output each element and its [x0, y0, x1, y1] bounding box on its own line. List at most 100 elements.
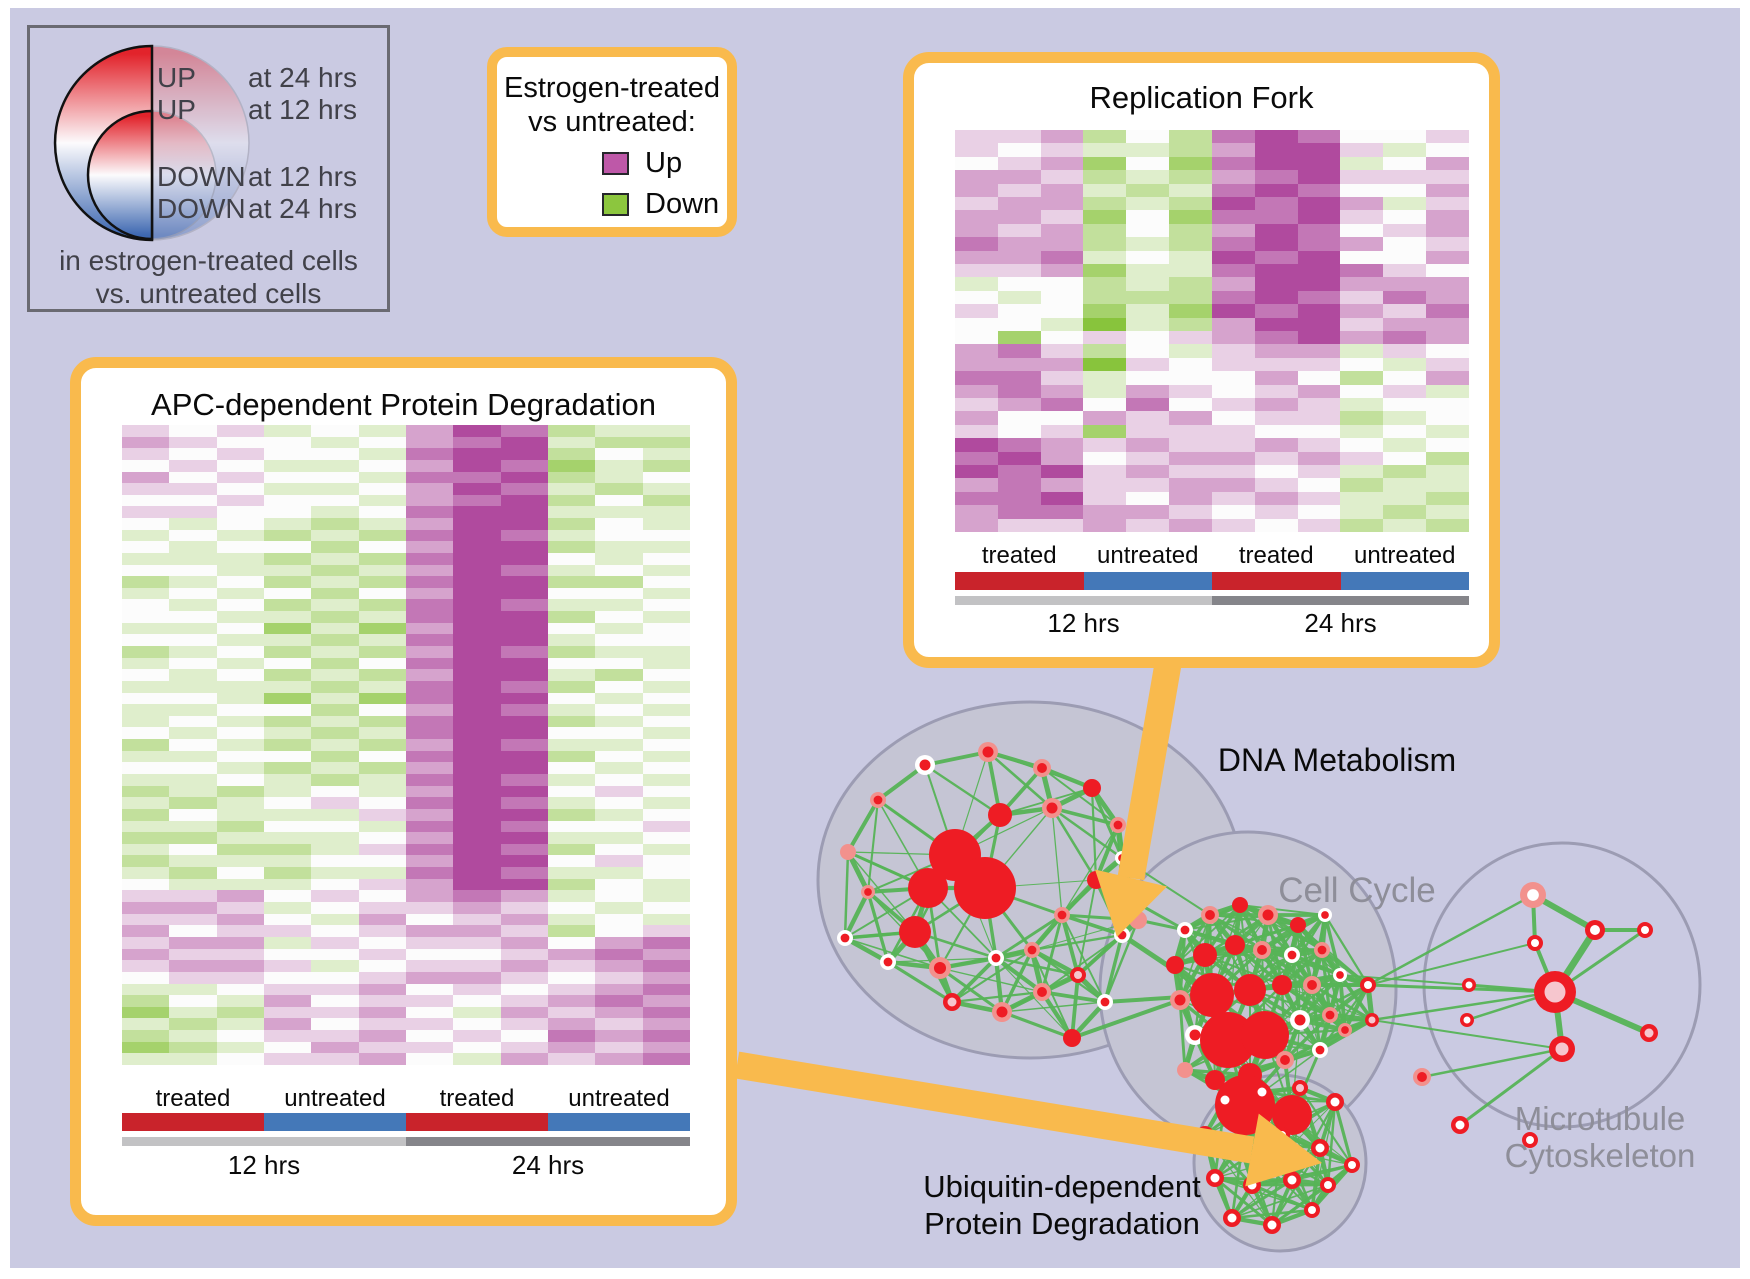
heatmap-cell: [1040, 464, 1084, 479]
heatmap-cell: [500, 820, 548, 833]
heatmap-cell: [358, 820, 406, 833]
heatmap-cell: [642, 762, 690, 774]
heatmap-cell: [405, 518, 454, 530]
heatmap-cell: [122, 576, 170, 588]
heatmap-cell: [500, 785, 548, 798]
heatmap-cell: [169, 1030, 217, 1042]
rf-group-untreated-12: untreated: [1097, 542, 1199, 569]
heatmap-cell: [358, 529, 406, 542]
heatmap-cell: [358, 902, 406, 914]
heatmap-cell: [216, 459, 264, 472]
heatmap-cell: [1340, 290, 1384, 305]
heatmap-cell: [1126, 170, 1170, 184]
heatmap-cell: [1169, 357, 1212, 372]
heatmap-cell: [1383, 196, 1427, 211]
heatmap-cell: [405, 983, 454, 996]
heatmap-cell: [122, 913, 170, 926]
heatmap-cell: [216, 960, 264, 972]
heatmap-cell: [122, 657, 170, 670]
heatmap-cell: [263, 762, 312, 774]
heatmap-cell: [547, 1018, 596, 1031]
heatmap-cell: [1254, 424, 1298, 439]
heatmap-cell: [642, 902, 690, 914]
heatmap-cell: [1083, 518, 1127, 532]
heatmap-cell: [1383, 344, 1427, 358]
heatmap-cell: [1426, 330, 1469, 345]
scale-circles-icon: [53, 44, 250, 242]
heatmap-cell: [263, 704, 312, 716]
heatmap-cell: [642, 1053, 690, 1065]
heatmap-cell: [1297, 371, 1341, 385]
heatmap-cell: [595, 541, 643, 553]
heatmap-cell: [595, 995, 643, 1007]
heatmap-cell: [642, 425, 690, 437]
heatmap-cell: [1126, 491, 1170, 506]
heatmap-cell: [1040, 384, 1084, 398]
heatmap-cell: [122, 645, 170, 658]
heatmap-cell: [1297, 250, 1341, 264]
heatmap-cell: [169, 494, 217, 507]
heatmap-cell: [405, 762, 454, 774]
heatmap-cell: [1254, 491, 1298, 506]
heatmap-cell: [500, 529, 548, 542]
heatmap-cell: [547, 785, 596, 798]
heatmap-cell: [642, 750, 690, 763]
heatmap-cell: [311, 983, 359, 996]
heatmap-cell: [1426, 411, 1469, 425]
heatmap-cell: [169, 808, 217, 821]
heatmap-cell: [169, 867, 217, 879]
heatmap-cell: [595, 529, 643, 542]
heatmap-cell: [1040, 223, 1084, 238]
heatmap-cell: [1340, 304, 1384, 318]
heatmap-cell: [405, 425, 454, 437]
heatmap-cell: [1040, 357, 1084, 372]
heatmap-cell: [1254, 518, 1298, 532]
heatmap-cell: [263, 913, 312, 926]
rf-12hrs-label: 12 hrs: [1047, 608, 1120, 638]
heatmap-cell: [453, 843, 501, 856]
heatmap-cell: [642, 576, 690, 588]
heatmap-cell: [453, 1053, 501, 1065]
heatmap-cell: [1297, 130, 1341, 144]
heatmap-cell: [1383, 237, 1427, 251]
heatmap-cell: [122, 750, 170, 763]
heatmap-cell: [500, 622, 548, 635]
heatmap-cell: [642, 773, 690, 786]
heatmap-cell: [642, 1006, 690, 1019]
heatmap-cell: [169, 645, 217, 658]
heatmap-cell: [311, 494, 359, 507]
heatmap-cell: [1297, 330, 1341, 345]
heatmap-cell: [1383, 277, 1427, 291]
heatmap-cell: [547, 645, 596, 658]
heatmap-cell: [405, 483, 454, 495]
apc-24hrs-label: 24 hrs: [511, 1150, 585, 1180]
heatmap-cell: [405, 669, 454, 681]
heatmap-cell: [311, 622, 359, 635]
heatmap-cell: [263, 506, 312, 518]
heatmap-cell: [263, 808, 312, 821]
heatmap-cell: [405, 902, 454, 914]
heatmap-cell: [216, 773, 264, 786]
heatmap-cell: [547, 762, 596, 774]
heatmap-cell: [1083, 317, 1127, 331]
heatmap-cell: [1040, 424, 1084, 439]
heatmap-cell: [1254, 183, 1298, 197]
heatmap-cell: [311, 995, 359, 1007]
heatmap-cell: [1083, 223, 1127, 238]
heatmap-cell: [642, 936, 690, 949]
heatmap-cell: [358, 925, 406, 937]
heatmap-cell: [1383, 250, 1427, 264]
cell-cycle-label: Cell Cycle: [1278, 871, 1436, 910]
heatmap-cell: [1426, 156, 1469, 171]
heatmap-cell: [642, 820, 690, 833]
heatmap-cell: [1383, 384, 1427, 398]
heatmap-cell: [122, 902, 170, 914]
heatmap-cell: [405, 506, 454, 518]
heatmap-cell: [453, 459, 501, 472]
color-scale-legend: UP at 24 hrs UP at 12 hrs DOWN at 12 hrs…: [27, 25, 390, 312]
heatmap-cell: [595, 832, 643, 844]
heatmap-cell: [453, 436, 501, 449]
heatmap-cell: [955, 223, 998, 238]
heatmap-cell: [169, 797, 217, 809]
rf-group-labels: treated untreated treated untreated: [955, 542, 1469, 570]
